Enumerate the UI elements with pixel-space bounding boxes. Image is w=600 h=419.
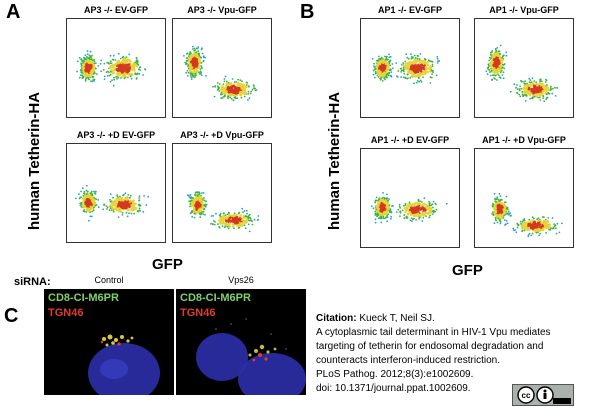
citation-block: Citation: Kueck T, Neil SJ. A cytoplasmi… bbox=[316, 312, 588, 396]
facs-density-cloud bbox=[183, 45, 258, 102]
plot-title: AP3 -/- +D Vpu-GFP bbox=[180, 130, 264, 140]
facs-plot bbox=[172, 143, 272, 243]
stain-label-red: TGN46 bbox=[48, 307, 84, 319]
citation-authors: Kueck T, Neil SJ. bbox=[359, 313, 435, 324]
facs-density-cloud bbox=[371, 53, 441, 85]
stain-label-green: CD8-CI-M6PR bbox=[48, 292, 119, 304]
plot-title: AP1 -/- EV-GFP bbox=[377, 5, 442, 15]
facs-density-cloud bbox=[76, 50, 147, 87]
citation-label: Citation: bbox=[316, 313, 357, 324]
citation-doi: doi: 10.1371/journal.ppat.1002609. bbox=[316, 383, 471, 394]
panel-letter-a: A bbox=[6, 1, 21, 23]
panel-letter-b: B bbox=[300, 1, 315, 23]
stain-label-red: TGN46 bbox=[180, 307, 216, 319]
plot-title: AP1 -/- Vpu-GFP bbox=[489, 5, 559, 15]
facs-plot bbox=[66, 143, 166, 243]
micrograph-control-image bbox=[88, 334, 160, 395]
plot-title: AP3 -/- +D EV-GFP bbox=[76, 130, 156, 140]
stain-label-green: CD8-CI-M6PR bbox=[180, 292, 251, 304]
panel-letter-c: C bbox=[4, 305, 19, 327]
facs-plot bbox=[172, 18, 272, 118]
micrograph-control: CD8-CI-M6PR TGN46 bbox=[44, 289, 174, 395]
facs-plot bbox=[66, 18, 166, 118]
facs-density-cloud bbox=[74, 184, 149, 222]
plot-title: AP3 -/- EV-GFP bbox=[83, 5, 148, 15]
facs-density-cloud bbox=[491, 192, 563, 238]
facs-plot bbox=[474, 18, 574, 118]
plot-title: AP1 -/- +D EV-GFP bbox=[370, 135, 450, 145]
citation-journal: PLoS Pathog. 2012;8(3):e1002609. bbox=[316, 369, 474, 380]
citation-title: A cytoplasmic tail determinant in HIV-1 … bbox=[316, 327, 551, 366]
micrograph-vps26: CD8-CI-M6PR TGN46 bbox=[176, 289, 306, 395]
facs-plot bbox=[474, 148, 574, 248]
micrograph-vps26-image bbox=[196, 318, 306, 395]
facs-plot bbox=[360, 18, 460, 118]
panel-a-y-axis-label: human Tetherin-HA bbox=[26, 91, 43, 230]
svg-text:cc: cc bbox=[522, 391, 531, 400]
cc-by-icon-graphic: cc bbox=[513, 385, 573, 405]
facs-density-cloud bbox=[187, 191, 260, 233]
plot-title: AP1 -/- +D Vpu-GFP bbox=[482, 135, 566, 145]
panel-a-x-axis-label: GFP bbox=[152, 256, 183, 273]
condition-label-control: Control bbox=[94, 275, 124, 285]
panel-b-y-axis-label: human Tetherin-HA bbox=[326, 91, 343, 230]
facs-density-cloud bbox=[370, 192, 448, 224]
facs-plot bbox=[360, 148, 460, 248]
panel-b-x-axis-label: GFP bbox=[452, 262, 483, 279]
condition-label-vps26: Vps26 bbox=[228, 275, 254, 285]
sirna-label: siRNA: bbox=[14, 276, 51, 288]
plot-title: AP3 -/- Vpu-GFP bbox=[187, 5, 257, 15]
cc-by-icon: cc bbox=[512, 384, 574, 406]
facs-density-cloud bbox=[485, 44, 559, 103]
